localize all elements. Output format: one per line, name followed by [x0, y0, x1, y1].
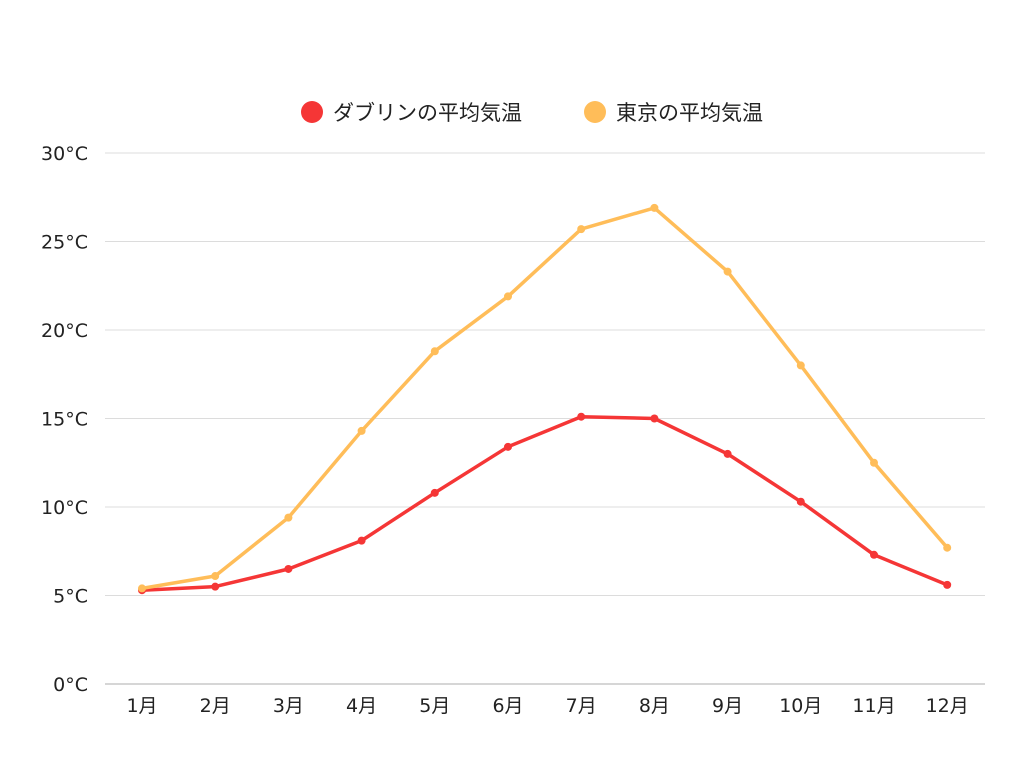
data-point[interactable] [650, 414, 659, 423]
data-point[interactable] [138, 584, 146, 593]
legend-label-tokyo: 東京の平均気温 [616, 101, 763, 125]
y-tick-label: 20°C [41, 320, 88, 342]
data-point[interactable] [284, 564, 293, 573]
grid-lines [105, 152, 985, 685]
y-tick-label: 30°C [41, 143, 88, 165]
x-tick-label: 3月 [273, 695, 304, 717]
x-tick-label: 6月 [492, 695, 523, 717]
data-point[interactable] [211, 582, 220, 591]
data-point[interactable] [796, 497, 805, 506]
legend-swatch-tokyo [584, 101, 606, 123]
y-axis: 0°C 5°C 10°C 15°C 20°C 25°C 30°C [41, 143, 88, 696]
legend-item-tokyo[interactable]: 東京の平均気温 [584, 101, 763, 125]
chart-legend: ダブリンの平均気温 東京の平均気温 [301, 101, 763, 125]
y-tick-label: 5°C [53, 586, 88, 608]
data-point[interactable] [357, 536, 366, 545]
data-point[interactable] [796, 361, 805, 370]
legend-item-dublin[interactable]: ダブリンの平均気温 [301, 101, 522, 125]
data-point[interactable] [723, 267, 732, 276]
x-tick-label: 7月 [566, 695, 597, 717]
y-tick-label: 15°C [41, 409, 88, 431]
data-point[interactable] [870, 550, 878, 559]
x-tick-label: 5月 [419, 695, 450, 717]
data-point[interactable] [430, 347, 439, 356]
data-point[interactable] [943, 580, 952, 589]
y-tick-label: 10°C [41, 497, 88, 519]
data-point[interactable] [357, 426, 366, 435]
x-tick-label: 11月 [852, 695, 895, 717]
data-point[interactable] [943, 543, 952, 552]
data-point[interactable] [430, 488, 439, 497]
series-line [140, 206, 949, 591]
x-tick-label: 8月 [639, 695, 670, 717]
data-point[interactable] [504, 442, 512, 451]
data-point[interactable] [723, 449, 732, 458]
x-tick-label: 12月 [926, 695, 969, 717]
x-tick-label: 9月 [712, 695, 743, 717]
data-point[interactable] [504, 292, 512, 301]
data-point[interactable] [284, 513, 293, 522]
x-tick-label: 1月 [126, 695, 157, 717]
data-point[interactable] [650, 203, 659, 212]
data-point[interactable] [870, 458, 878, 467]
y-tick-label: 25°C [41, 232, 88, 254]
series-lines [138, 203, 952, 595]
x-tick-label: 2月 [200, 695, 231, 717]
data-point[interactable] [577, 225, 586, 234]
x-axis: 1月 2月 3月 4月 5月 6月 7月 8月 9月 10月 11月 12月 [126, 695, 968, 717]
legend-label-dublin: ダブリンの平均気温 [333, 101, 522, 125]
series-1 [138, 203, 952, 593]
data-point[interactable] [577, 412, 586, 421]
x-tick-label: 4月 [346, 695, 377, 717]
series-line [140, 414, 949, 592]
y-tick-label: 0°C [53, 674, 88, 696]
x-tick-label: 10月 [779, 695, 822, 717]
data-point[interactable] [211, 572, 220, 581]
series-0 [138, 412, 952, 595]
legend-swatch-dublin [301, 101, 323, 123]
